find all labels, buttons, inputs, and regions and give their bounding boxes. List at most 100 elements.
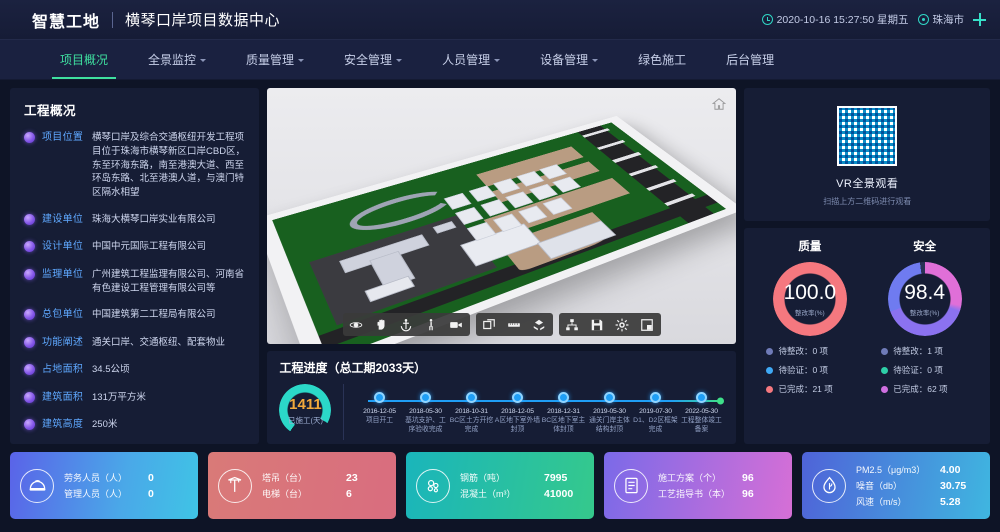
- camera-icon[interactable]: [449, 317, 464, 332]
- milestone-node[interactable]: 2022-05-30 工程整体竣工备案: [678, 392, 724, 435]
- milestone-node[interactable]: 2018-12-31 BC区地下室主体封顶: [540, 392, 586, 435]
- road-segment: [612, 152, 642, 164]
- gauge-title: 安全: [913, 241, 937, 253]
- gauge-ring-wrap: 100.0 整改率(%): [772, 262, 847, 336]
- legend-item: 待整改：0 项: [766, 345, 867, 357]
- card-metric-value: 96: [742, 488, 754, 500]
- site-road-segments: [582, 128, 711, 218]
- bullet-icon: [24, 336, 35, 348]
- card-equipment[interactable]: 塔吊（台） 23 电梯（台） 6: [208, 452, 396, 519]
- card-metric-label: 施工方案（个）: [658, 473, 722, 483]
- card-metric-label: 电梯（台）: [262, 489, 308, 499]
- bullet-icon: [24, 419, 35, 431]
- gauge-readout: 100.0 整改率(%): [773, 262, 847, 336]
- nav-item-2[interactable]: 质量管理: [226, 40, 324, 79]
- nav-item-3[interactable]: 安全管理: [324, 40, 422, 79]
- milestone-node[interactable]: 2018-12-05 A区地下室外墙封顶: [494, 392, 540, 435]
- page-title: 横琴口岸项目数据中心: [125, 12, 281, 29]
- nav-item-6[interactable]: 绿色施工: [618, 40, 706, 79]
- legend-dot: [766, 366, 774, 374]
- nav-item-label: 全景监控: [148, 53, 197, 67]
- overview-row-label: 设计单位: [42, 241, 84, 253]
- nav-item-label: 设备管理: [540, 53, 589, 67]
- nav-item-label: 绿色施工: [638, 53, 687, 67]
- timeline-end-dot: [717, 397, 725, 405]
- section-box-icon[interactable]: [482, 317, 497, 332]
- materials-icon: [416, 468, 450, 503]
- gauge-legend: 待整改：0 项待验证：0 项已完成：21 项: [752, 345, 867, 402]
- measure-ruler-icon[interactable]: [507, 317, 522, 332]
- card-metric-label: 工艺指导书（本）: [658, 489, 731, 499]
- header-status: 2020-10-16 15:27:50 星期五 珠海市: [761, 12, 986, 27]
- fullscreen-icon[interactable]: [640, 317, 655, 332]
- card-metric-row: 塔吊（台） 23: [262, 471, 386, 484]
- overview-row: 功能阐述 通关口岸、交通枢纽、配套物业: [24, 336, 245, 351]
- nav-item-4[interactable]: 人员管理: [422, 40, 520, 79]
- card-metric-value: 30.75: [940, 480, 967, 492]
- gear-icon[interactable]: [615, 317, 630, 332]
- plus-icon[interactable]: [973, 13, 986, 26]
- nav-item-label: 后台管理: [726, 53, 775, 67]
- milestone-dot: [511, 392, 523, 403]
- card-personnel[interactable]: 劳务人员（人） 0 管理人员（人） 0: [10, 452, 198, 519]
- card-environment[interactable]: PM2.5（μg/m3） 4.00 噪音（db） 30.75 风速（m/s） 5.28: [802, 452, 990, 519]
- vr-qr-code[interactable]: [837, 106, 898, 166]
- bim-3d-viewer[interactable]: [267, 88, 737, 344]
- orbit-icon[interactable]: [349, 317, 364, 332]
- nav-item-0[interactable]: 项目概况: [40, 40, 128, 79]
- milestone-date: 2022-05-30: [685, 408, 718, 415]
- home-icon[interactable]: [712, 97, 727, 111]
- milestone-timeline: 2016-12-05 项目开工 2018-05-30 基坑支护、工序验收完成 2018-…: [356, 382, 725, 435]
- legend-label: 待整改：0 项: [778, 346, 829, 356]
- legend-label: 待验证：0 项: [778, 365, 829, 375]
- model-tree-icon[interactable]: [565, 317, 580, 332]
- walk-person-icon[interactable]: [424, 317, 439, 332]
- overview-row: 总包单位 中国建筑第二工程局有限公司: [24, 308, 245, 323]
- days-value: 1411: [289, 395, 322, 413]
- vr-panel: VR全景观看 扫描上方二维码进行观看: [744, 88, 990, 221]
- milestone-date: 2019-05-30: [593, 408, 626, 415]
- milestone-date: 2018-12-31: [547, 408, 580, 415]
- nav-item-label: 人员管理: [442, 53, 491, 67]
- milestone-node[interactable]: 2018-05-30 基坑支护、工序验收完成: [402, 392, 448, 435]
- card-metric-label: PM2.5（μg/m3）: [856, 465, 926, 475]
- card-metric-row: PM2.5（μg/m3） 4.00: [856, 463, 980, 476]
- nav-item-5[interactable]: 设备管理: [520, 40, 618, 79]
- dashboard-body: 工程概况 项目位置 横琴口岸及综合交通枢纽开发工程项目位于珠海市横琴新区口岸CBD…: [0, 80, 1000, 444]
- card-materials[interactable]: 钢筋（吨） 7995 混凝土（m³） 41000: [406, 452, 594, 519]
- milestone-dot: [603, 392, 615, 403]
- chevron-down-icon: [200, 59, 207, 62]
- milestone-node[interactable]: 2019-05-30 通关门岸主体结构封顶: [586, 392, 632, 435]
- center-column: 工程进度（总工期2033天） 1411 已施工(天) 2016-12-05 项目开…: [267, 88, 737, 444]
- gauge-value: 100.0: [783, 280, 837, 304]
- card-metric-value: 23: [346, 472, 358, 484]
- milestone-node[interactable]: 2016-12-05 项目开工: [356, 392, 402, 435]
- schedule-title: 工程进度（总工期2033天）: [279, 361, 427, 375]
- card-metrics: 施工方案（个） 96 工艺指导书（本） 96: [658, 468, 782, 503]
- timeline-nodes: 2016-12-05 项目开工 2018-05-30 基坑支护、工序验收完成 2018-…: [356, 392, 724, 435]
- overview-row: 设计单位 中国中元国际工程有限公司: [24, 240, 245, 255]
- overview-row: 监理单位 广州建筑工程监理有限公司、河南省有色建设工程管理有限公司等: [24, 268, 245, 296]
- nav-item-1[interactable]: 全景监控: [128, 40, 226, 79]
- legend-label: 待整改：1 项: [893, 346, 943, 356]
- milestone-name: BC区土方开挖完成: [449, 417, 494, 433]
- overview-row-label: 建筑高度: [42, 419, 84, 431]
- card-metrics: 塔吊（台） 23 电梯（台） 6: [262, 468, 386, 503]
- card-metric-row: 工艺指导书（本） 96: [658, 487, 782, 500]
- anchor-icon[interactable]: [399, 317, 414, 332]
- timeline-track: [368, 400, 721, 402]
- card-metric-row: 风速（m/s） 5.28: [856, 495, 980, 508]
- legend-label: 待验证：0 项: [893, 365, 943, 375]
- nav-item-7[interactable]: 后台管理: [706, 40, 794, 79]
- card-metric-row: 噪音（db） 30.75: [856, 479, 980, 492]
- explode-icon[interactable]: [532, 317, 547, 332]
- milestone-node[interactable]: 2019-07-30 D1、D2区框架完成: [632, 392, 678, 435]
- bullet-icon: [24, 241, 35, 253]
- brand-title: 智慧工地: [32, 13, 101, 31]
- project-overview-panel: 工程概况 项目位置 横琴口岸及综合交通枢纽开发工程项目位于珠海市横琴新区口岸CBD…: [10, 88, 260, 444]
- save-disk-icon[interactable]: [590, 317, 605, 332]
- pan-hand-icon[interactable]: [374, 317, 389, 332]
- milestone-node[interactable]: 2018-10-31 BC区土方开挖完成: [448, 392, 494, 435]
- card-documents[interactable]: 施工方案（个） 96 工艺指导书（本） 96: [604, 452, 792, 519]
- legend-item: 已完成：21 项: [766, 383, 867, 395]
